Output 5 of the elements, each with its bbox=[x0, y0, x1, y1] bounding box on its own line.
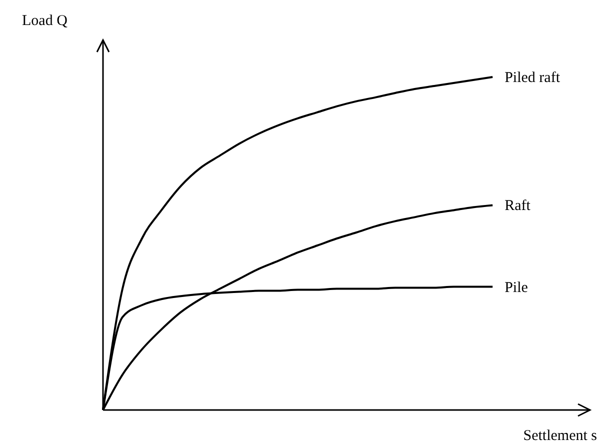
y-axis-title: Load Q bbox=[22, 13, 68, 29]
x-axis-title: Settlement s bbox=[523, 428, 598, 444]
series-label: Raft bbox=[504, 198, 532, 214]
series-label: Pile bbox=[504, 280, 528, 296]
series-label: Piled raft bbox=[504, 70, 561, 86]
